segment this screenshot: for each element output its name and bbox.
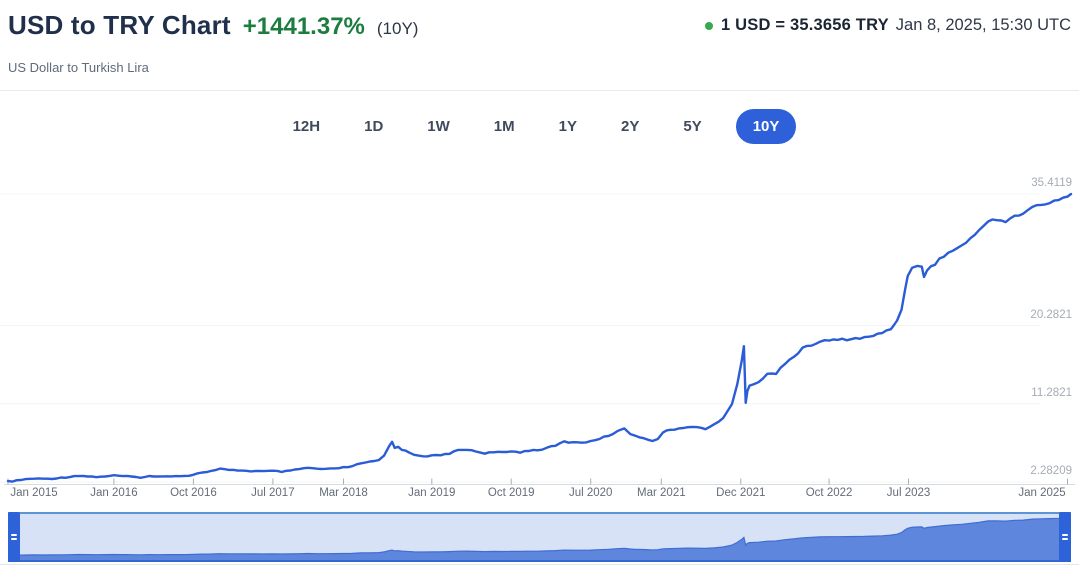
x-axis-label: Oct 2019 (487, 487, 535, 499)
range-tab-2y[interactable]: 2Y (611, 109, 649, 144)
header-title-row: USD to TRY Chart +1441.37% (10Y) (8, 10, 418, 41)
range-tab-12h[interactable]: 12H (283, 109, 331, 144)
header-divider (0, 90, 1079, 91)
x-axis-label: Mar 2018 (319, 487, 368, 499)
chart-navigator[interactable] (8, 512, 1071, 562)
range-tab-1d[interactable]: 1D (354, 109, 393, 144)
navigator-right-handle[interactable] (1059, 512, 1071, 562)
current-rate-row: 1 USD = 35.3656 TRY Jan 8, 2025, 15:30 U… (704, 16, 1071, 35)
y-axis-label: 11.2821 (1031, 386, 1072, 399)
x-axis-label: Dec 2021 (716, 487, 766, 499)
x-axis-label: Jul 2017 (251, 487, 295, 499)
rate-timestamp: Jan 8, 2025, 15:30 UTC (895, 16, 1071, 34)
x-axis-label: Jul 2020 (568, 487, 613, 499)
page-bottom-border (0, 564, 1079, 565)
page-title: USD to TRY Chart (8, 10, 231, 40)
page-subtitle: US Dollar to Turkish Lira (8, 60, 149, 75)
x-axis-label: Oct 2016 (170, 487, 217, 499)
navigator-left-handle[interactable] (8, 512, 20, 562)
range-tab-5y[interactable]: 5Y (673, 109, 711, 144)
range-tab-1m[interactable]: 1M (484, 109, 525, 144)
current-rate: 1 USD = 35.3656 TRY (720, 16, 889, 34)
x-axis-label: Jan 2015 (10, 487, 58, 499)
x-axis-label: Jan 2016 (90, 487, 138, 499)
change-percent: +1441.37% (242, 13, 365, 40)
x-axis-label: Jan 2025 (1018, 487, 1066, 499)
range-tab-10y[interactable]: 10Y (735, 109, 797, 144)
range-tab-bar: 12H 1D 1W 1M 1Y 2Y 5Y 10Y (0, 109, 1079, 144)
x-axis-label: Jan 2019 (408, 487, 456, 499)
navigator-mini-chart (8, 516, 1071, 560)
range-tab-1w[interactable]: 1W (417, 109, 460, 144)
x-axis-label: Oct 2022 (805, 487, 853, 499)
y-axis-label: 35.4119 (1031, 177, 1072, 189)
y-axis-label: 2.28209 (1030, 465, 1072, 477)
range-tab-1y[interactable]: 1Y (549, 109, 587, 144)
live-dot-icon (704, 21, 713, 30)
y-axis-label: 20.2821 (1030, 308, 1072, 321)
x-axis-label: Jul 2023 (886, 487, 931, 499)
change-period: (10Y) (376, 19, 419, 38)
x-axis-label: Mar 2021 (637, 487, 686, 499)
